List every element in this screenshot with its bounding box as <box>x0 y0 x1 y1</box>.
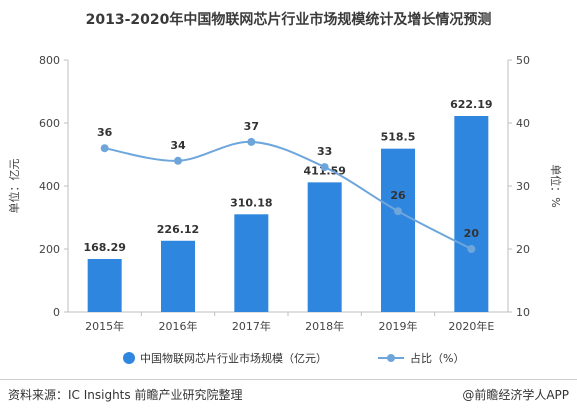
share-point <box>174 156 182 165</box>
share-value-label: 26 <box>390 189 406 202</box>
y-axis-title: 单位：亿元 <box>7 159 21 214</box>
legend-line-label: 占比（%） <box>410 351 464 365</box>
bar-value-label: 168.29 <box>83 241 125 254</box>
legend-bar-swatch <box>123 352 135 364</box>
bar <box>234 214 269 312</box>
credit-note: @前瞻经济学人APP <box>462 388 569 402</box>
x-tick-label: 2020年E <box>448 319 494 333</box>
x-tick-label: 2017年 <box>232 319 271 333</box>
share-point <box>100 144 109 153</box>
y2-axis-title: 单位：% <box>549 164 563 207</box>
footer-divider <box>0 379 577 380</box>
bar-value-label: 310.18 <box>230 196 272 209</box>
share-point <box>247 137 256 146</box>
y2-tick-label: 40 <box>516 117 530 130</box>
y-tick-label: 800 <box>39 54 60 67</box>
share-value-label: 33 <box>317 145 332 158</box>
share-point <box>394 207 402 216</box>
source-note: 资料来源：IC Insights 前瞻产业研究院整理 <box>8 388 243 402</box>
y-tick-label: 600 <box>39 117 60 130</box>
y-tick-label: 0 <box>53 306 60 319</box>
bar <box>161 240 195 312</box>
share-line <box>104 140 472 250</box>
share-point <box>320 163 329 172</box>
bar <box>307 182 342 312</box>
legend-line-marker <box>387 354 395 362</box>
y-tick-label: 400 <box>39 180 60 193</box>
bar <box>381 148 415 312</box>
share-value-label: 36 <box>97 126 113 139</box>
bar-value-label: 226.12 <box>157 223 199 236</box>
bar <box>87 258 122 312</box>
bar-value-label: 622.19 <box>450 98 492 111</box>
bar-value-label: 518.5 <box>381 131 416 144</box>
chart-title: 2013-2020年中国物联网芯片行业市场规模统计及增长情况预测 <box>85 12 492 28</box>
share-value-label: 20 <box>464 227 480 240</box>
share-value-label: 34 <box>170 139 186 152</box>
x-tick-label: 2015年 <box>85 319 124 333</box>
x-tick-label: 2016年 <box>159 319 198 333</box>
y2-tick-label: 50 <box>516 54 530 67</box>
footer: 资料来源：IC Insights 前瞻产业研究院整理 @前瞻经济学人APP <box>0 386 577 408</box>
x-tick-label: 2018年 <box>305 319 344 333</box>
legend-bar-label: 中国物联网芯片行业市场规模（亿元） <box>140 351 327 365</box>
x-tick-label: 2019年 <box>379 319 418 333</box>
y2-tick-label: 20 <box>516 243 530 256</box>
bar <box>454 116 489 312</box>
share-value-label: 37 <box>244 120 259 133</box>
y2-tick-label: 30 <box>516 180 530 193</box>
y2-tick-label: 10 <box>516 306 530 319</box>
y-tick-label: 200 <box>39 243 60 256</box>
share-point <box>467 245 476 253</box>
